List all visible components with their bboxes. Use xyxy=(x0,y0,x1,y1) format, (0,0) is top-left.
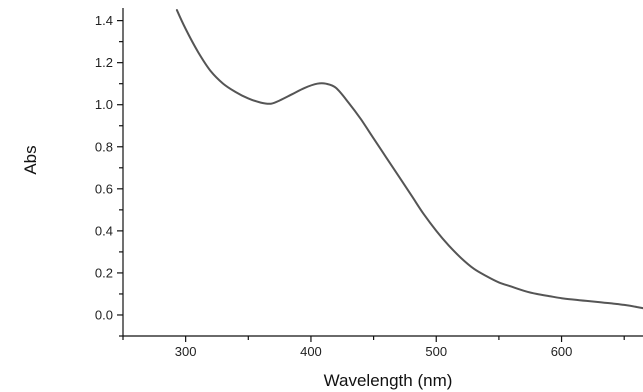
y-tick-label: 1.0 xyxy=(95,97,113,112)
absorbance-curve xyxy=(175,9,643,310)
y-tick-label: 1.2 xyxy=(95,55,113,70)
y-tick-label: 0.6 xyxy=(95,181,113,196)
y-tick-label: 0.0 xyxy=(95,307,113,322)
y-tick-label: 1.4 xyxy=(95,13,113,28)
y-axis-title: Abs xyxy=(21,145,40,174)
y-tick-label: 0.2 xyxy=(95,265,113,280)
x-tick-label: 400 xyxy=(300,344,322,359)
y-tick-label: 0.8 xyxy=(95,139,113,154)
y-axis: 0.0 0.2 0.4 0.6 0.8 1.0 1.2 1.4 Abs xyxy=(21,8,124,337)
x-tick-label: 300 xyxy=(175,344,197,359)
x-tick-label: 600 xyxy=(551,344,573,359)
x-axis: 300 400 500 600 Wavelength (nm) xyxy=(122,335,643,390)
y-tick-label: 0.4 xyxy=(95,223,113,238)
x-tick-label: 500 xyxy=(425,344,447,359)
x-axis-title: Wavelength (nm) xyxy=(324,371,453,390)
